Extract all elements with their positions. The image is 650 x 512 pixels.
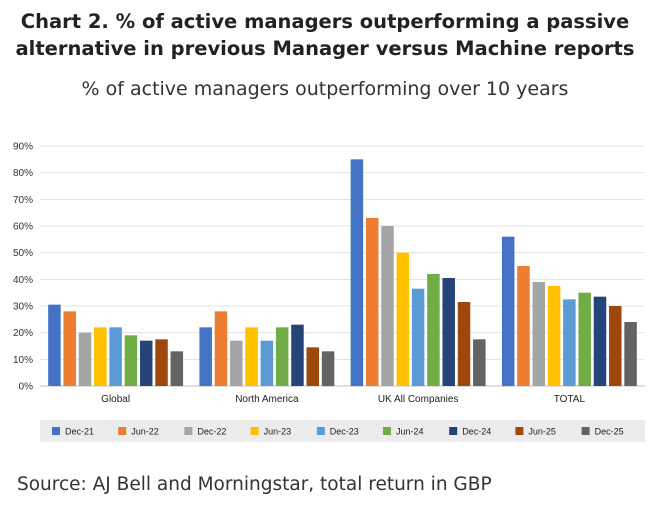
legend-label: Dec-22 [197,427,226,437]
x-category-label: UK All Companies [378,394,459,405]
bar [214,311,228,386]
bar [547,286,561,386]
y-tick-label: 10% [13,355,33,366]
legend-label: Jun-24 [396,427,424,437]
bar [532,282,546,386]
legend-swatch [52,427,60,435]
legend-label: Jun-23 [264,427,292,437]
x-axis: Global North America UK All Companies TOTAL [101,394,585,405]
bar [457,302,471,386]
legend-label: Dec-21 [65,427,94,437]
bar [139,340,153,386]
legend-label: Dec-25 [595,427,624,437]
legend-label: Jun-25 [528,427,556,437]
bar [442,278,455,386]
legend-swatch [184,427,193,435]
x-category-label: North America [235,394,299,405]
bar [411,288,425,386]
y-tick-label: 0% [19,382,34,393]
title-line-1: Chart 2. % of active managers outperform… [20,10,630,33]
bar [396,252,410,386]
bar [624,322,637,386]
chart-subtitle: % of active managers outperforming over … [81,78,569,100]
x-category-label: Global [101,394,130,405]
bar [63,311,76,386]
bar [170,351,184,386]
bar [578,292,591,386]
bar [245,327,258,386]
legend-swatch [316,427,325,435]
bar [365,218,379,386]
bar [350,159,364,386]
legend: Dec-21 Jun-22 Dec-22 Jun-23 Dec-23 Jun-24 Dec-… [52,427,624,437]
legend-label: Dec-24 [462,427,491,437]
bar [291,324,304,386]
y-tick-label: 80% [13,168,33,179]
bar [199,327,212,386]
bar-series [48,159,637,386]
y-tick-label: 20% [13,328,33,339]
legend-background [40,420,645,442]
legend-label: Dec-23 [330,427,359,437]
bar [155,339,168,386]
y-tick-label: 40% [13,275,33,286]
bar [381,226,394,386]
bar [501,236,515,386]
bar [230,340,243,386]
x-category-label: TOTAL [554,394,586,405]
bar [517,266,530,386]
bar [306,347,320,386]
chart-title: Chart 2. % of active managers outperform… [0,8,650,62]
y-tick-label: 50% [13,248,33,259]
legend-swatch [449,427,458,435]
title-line-2: alternative in previous Manager versus M… [15,37,635,60]
bar [109,327,122,386]
bar [427,274,440,386]
bar [473,339,486,386]
bar [275,327,289,386]
bar [78,332,92,386]
bar [48,304,61,386]
y-tick-label: 60% [13,222,33,233]
legend-swatch [515,427,524,435]
bar [593,296,607,386]
y-tick-label: 30% [13,302,33,313]
y-tick-label: 90% [13,142,33,153]
legend-label: Jun-22 [131,427,159,437]
bar [124,335,138,386]
legend-swatch [581,427,590,435]
bar [94,327,107,386]
legend-swatch [118,427,127,435]
legend-swatch [383,427,391,435]
bar [563,299,576,386]
bar [321,351,335,386]
bar [609,306,622,386]
bar [260,340,274,386]
source-note: Source: AJ Bell and Morningstar, total r… [17,474,492,495]
legend-swatch [250,427,259,435]
y-axis: 0% 10% 20% 30% 40% 50% 60% 70% 80% 90% [13,142,33,393]
y-tick-label: 70% [13,195,33,206]
